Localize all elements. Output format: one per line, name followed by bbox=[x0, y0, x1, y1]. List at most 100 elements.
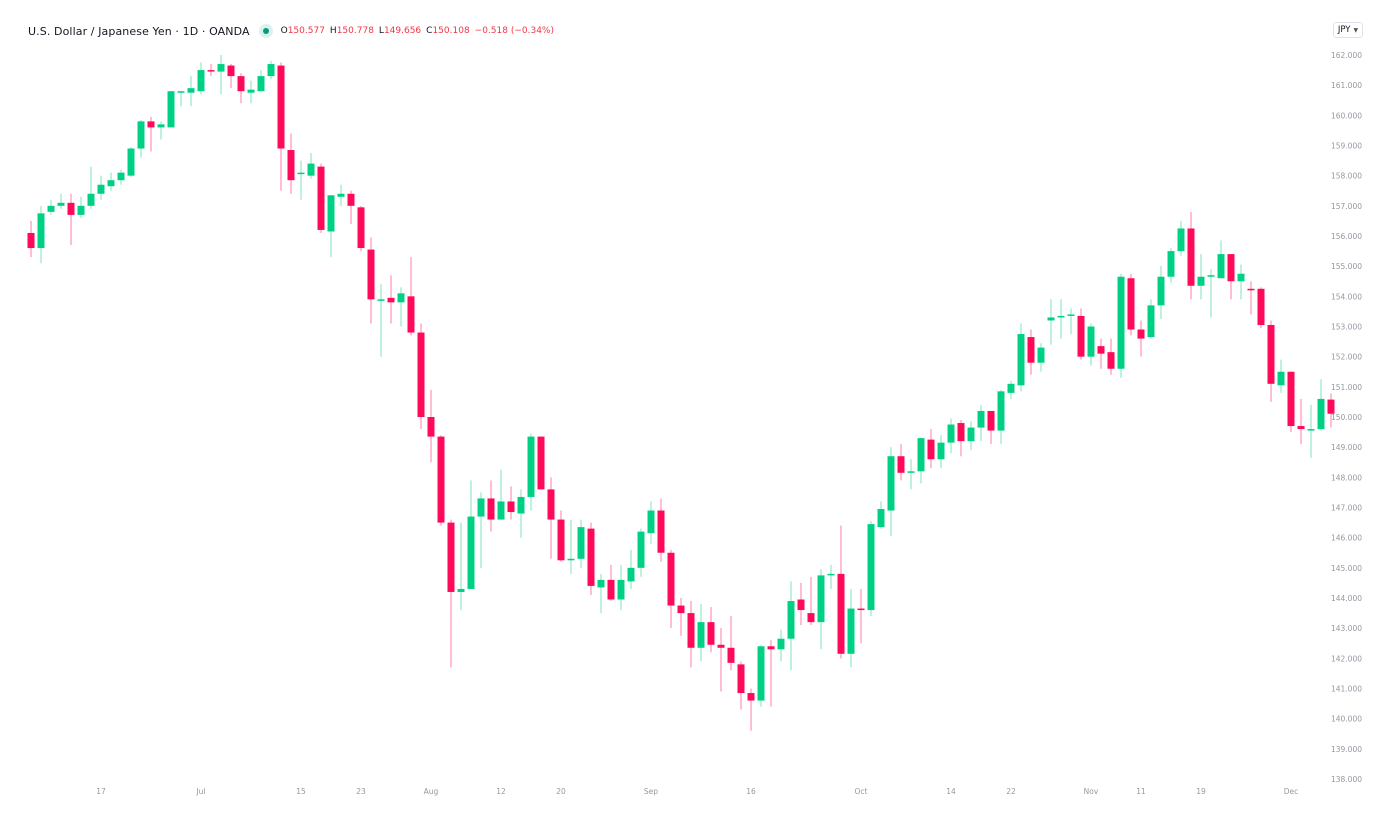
candle-down[interactable] bbox=[1097, 346, 1105, 354]
candle-down[interactable] bbox=[1287, 371, 1295, 427]
candle-up[interactable] bbox=[1197, 276, 1205, 286]
candle-up[interactable] bbox=[497, 501, 505, 520]
candle-down[interactable] bbox=[1267, 324, 1275, 384]
candle-up[interactable] bbox=[467, 516, 475, 589]
candle-up[interactable] bbox=[1017, 334, 1025, 386]
candle-up[interactable] bbox=[617, 579, 625, 600]
candle-up[interactable] bbox=[877, 509, 885, 528]
candle-down[interactable] bbox=[1027, 337, 1035, 363]
candle-up[interactable] bbox=[1037, 347, 1045, 363]
candle-down[interactable] bbox=[797, 599, 805, 611]
candle-up[interactable] bbox=[157, 124, 165, 128]
candle-down[interactable] bbox=[1127, 278, 1135, 330]
candle-down[interactable] bbox=[707, 622, 715, 645]
candle-up[interactable] bbox=[257, 76, 265, 92]
candle-down[interactable] bbox=[987, 410, 995, 431]
candle-up[interactable] bbox=[1007, 383, 1015, 393]
candle-up[interactable] bbox=[887, 456, 895, 511]
candle-down[interactable] bbox=[357, 207, 365, 249]
candle-up[interactable] bbox=[1147, 305, 1155, 338]
candle-up[interactable] bbox=[377, 299, 385, 301]
candle-up[interactable] bbox=[297, 172, 305, 175]
candle-down[interactable] bbox=[557, 519, 565, 561]
candle-up[interactable] bbox=[937, 442, 945, 460]
candle-up[interactable] bbox=[97, 184, 105, 194]
time-axis[interactable]: 17 Jul 15 23 Aug 12 20 Sep 16 Oct 14 22 Nov 11 19 Dec bbox=[96, 787, 1298, 796]
candle-down[interactable] bbox=[607, 579, 615, 600]
candle-up[interactable] bbox=[1277, 371, 1285, 386]
candle-down[interactable] bbox=[27, 232, 35, 249]
candle-down[interactable] bbox=[897, 456, 905, 473]
candle-down[interactable] bbox=[717, 644, 725, 648]
candle-up[interactable] bbox=[1307, 429, 1315, 431]
candle-up[interactable] bbox=[217, 64, 225, 72]
candle-down[interactable] bbox=[1187, 228, 1195, 286]
candle-up[interactable] bbox=[597, 579, 605, 588]
candle-up[interactable] bbox=[397, 293, 405, 303]
candle-down[interactable] bbox=[1257, 288, 1265, 325]
candle-up[interactable] bbox=[187, 88, 195, 93]
candle-up[interactable] bbox=[817, 575, 825, 623]
candle-up[interactable] bbox=[337, 193, 345, 197]
candle-up[interactable] bbox=[627, 567, 635, 582]
candle-down[interactable] bbox=[677, 605, 685, 614]
candle-down[interactable] bbox=[1297, 426, 1305, 430]
candle-down[interactable] bbox=[687, 613, 695, 648]
candle-down[interactable] bbox=[837, 573, 845, 654]
candle-down[interactable] bbox=[537, 436, 545, 490]
candle-down[interactable] bbox=[1247, 288, 1255, 291]
candle-down[interactable] bbox=[237, 76, 245, 92]
candle-down[interactable] bbox=[1327, 399, 1335, 414]
candle-up[interactable] bbox=[1237, 273, 1245, 282]
candle-up[interactable] bbox=[267, 64, 275, 77]
candle-up[interactable] bbox=[77, 205, 85, 215]
candle-up[interactable] bbox=[1067, 314, 1075, 316]
candle-down[interactable] bbox=[287, 150, 295, 181]
candle-down[interactable] bbox=[447, 522, 455, 592]
candle-up[interactable] bbox=[1217, 254, 1225, 279]
candle-down[interactable] bbox=[347, 193, 355, 206]
candle-up[interactable] bbox=[477, 498, 485, 517]
candle-up[interactable] bbox=[1117, 276, 1125, 369]
candle-up[interactable] bbox=[637, 531, 645, 568]
candle-up[interactable] bbox=[517, 496, 525, 514]
candle-down[interactable] bbox=[67, 202, 75, 215]
candle-up[interactable] bbox=[787, 601, 795, 639]
candle-up[interactable] bbox=[457, 588, 465, 592]
candle-up[interactable] bbox=[527, 436, 535, 497]
candle-down[interactable] bbox=[417, 332, 425, 417]
candle-down[interactable] bbox=[737, 664, 745, 694]
candle-down[interactable] bbox=[927, 439, 935, 460]
candle-down[interactable] bbox=[317, 166, 325, 230]
price-axis[interactable]: 162.000 161.000 160.000 159.000 158.000 157.0… bbox=[1331, 51, 1362, 784]
candle-down[interactable] bbox=[387, 297, 395, 303]
candle-down[interactable] bbox=[437, 436, 445, 523]
candle-up[interactable] bbox=[647, 510, 655, 534]
candle-down[interactable] bbox=[507, 501, 515, 513]
candle-up[interactable] bbox=[1047, 317, 1055, 321]
candle-up[interactable] bbox=[967, 427, 975, 442]
candle-down[interactable] bbox=[1227, 254, 1235, 282]
candle-down[interactable] bbox=[1107, 352, 1115, 369]
candle-down[interactable] bbox=[807, 613, 815, 623]
candle-up[interactable] bbox=[37, 213, 45, 249]
candle-up[interactable] bbox=[127, 148, 135, 176]
candle-up[interactable] bbox=[177, 91, 185, 93]
candle-up[interactable] bbox=[997, 391, 1005, 431]
candle-up[interactable] bbox=[137, 121, 145, 149]
candle-up[interactable] bbox=[1207, 275, 1215, 277]
candle-down[interactable] bbox=[487, 498, 495, 520]
symbol-title[interactable]: U.S. Dollar / Japanese Yen · 1D · OANDA bbox=[28, 24, 250, 38]
candle-up[interactable] bbox=[117, 172, 125, 181]
candle-down[interactable] bbox=[407, 296, 415, 333]
candle-down[interactable] bbox=[367, 249, 375, 300]
candle-up[interactable] bbox=[247, 89, 255, 93]
candle-up[interactable] bbox=[47, 205, 55, 212]
candle-down[interactable] bbox=[277, 65, 285, 149]
candle-down[interactable] bbox=[427, 417, 435, 437]
candle-down[interactable] bbox=[227, 65, 235, 77]
candle-down[interactable] bbox=[147, 121, 155, 128]
candle-up[interactable] bbox=[567, 558, 575, 561]
candle-down[interactable] bbox=[657, 510, 665, 553]
